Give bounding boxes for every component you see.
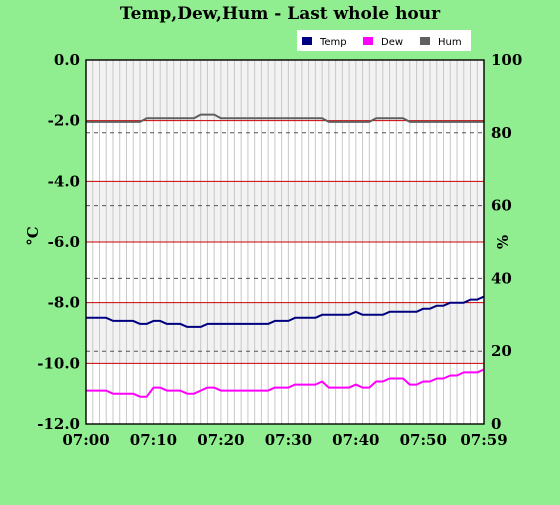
plot-band xyxy=(86,120,484,182)
left-axis-ticks: 0.0 -2.0 -4.0 -6.0 -8.0 -10.0 -12.0 xyxy=(37,51,80,433)
series-line-dew xyxy=(86,368,485,398)
y2-tick-label: 20 xyxy=(491,342,512,360)
legend-swatch-temp xyxy=(302,37,312,45)
right-axis-ticks: 100 80 60 40 20 0 xyxy=(491,51,522,433)
left-axis-gridlines xyxy=(86,120,484,364)
legend-label-temp: Temp xyxy=(319,37,347,48)
right-axis-label: % xyxy=(494,235,512,249)
y2-tick-label: 40 xyxy=(491,269,512,287)
y2-tick-label: 100 xyxy=(491,51,522,69)
x-axis-ticks: 07:00 07:10 07:20 07:30 07:40 07:50 07:59 xyxy=(62,431,507,449)
plot-frame xyxy=(85,59,485,425)
x-tick-label: 07:20 xyxy=(197,431,244,449)
right-axis-gridlines xyxy=(86,132,484,352)
y2-tick-label: 60 xyxy=(491,197,512,215)
y2-tick-label: 80 xyxy=(491,124,512,142)
legend-swatch-dew xyxy=(363,37,373,45)
x-tick-label: 07:00 xyxy=(62,431,109,449)
y-tick-label: -8.0 xyxy=(48,294,80,312)
series-line-hum xyxy=(86,113,484,123)
plot-band xyxy=(86,60,484,121)
y-tick-label: -12.0 xyxy=(37,415,80,433)
legend-label-hum: Hum xyxy=(438,37,462,48)
series-lines xyxy=(86,113,485,398)
plot-band xyxy=(86,181,484,242)
y-tick-label: -10.0 xyxy=(37,354,80,372)
plot-band xyxy=(86,242,484,303)
legend-label-dew: Dew xyxy=(381,37,403,48)
left-axis-label: °C xyxy=(24,226,42,246)
x-tick-label: 07:10 xyxy=(130,431,177,449)
legend: Temp Dew Hum xyxy=(297,30,471,51)
y-tick-label: -6.0 xyxy=(48,233,80,251)
x-tick-label: 07:40 xyxy=(332,431,379,449)
legend-box xyxy=(297,30,471,51)
series-line-temp xyxy=(86,295,485,328)
chart-title: Temp,Dew,Hum - Last whole hour xyxy=(120,4,441,24)
plot-band xyxy=(86,302,484,364)
y2-tick-label: 0 xyxy=(491,415,501,433)
x-tick-label: 07:30 xyxy=(265,431,312,449)
legend-swatch-hum xyxy=(420,37,430,45)
y-tick-label: 0.0 xyxy=(54,51,80,69)
y-tick-label: -4.0 xyxy=(48,172,80,190)
x-tick-label: 07:50 xyxy=(400,431,447,449)
plot-bands xyxy=(86,60,484,424)
x-tick-label: 07:59 xyxy=(460,431,507,449)
y-tick-label: -2.0 xyxy=(48,112,80,130)
plot-band xyxy=(86,363,484,424)
